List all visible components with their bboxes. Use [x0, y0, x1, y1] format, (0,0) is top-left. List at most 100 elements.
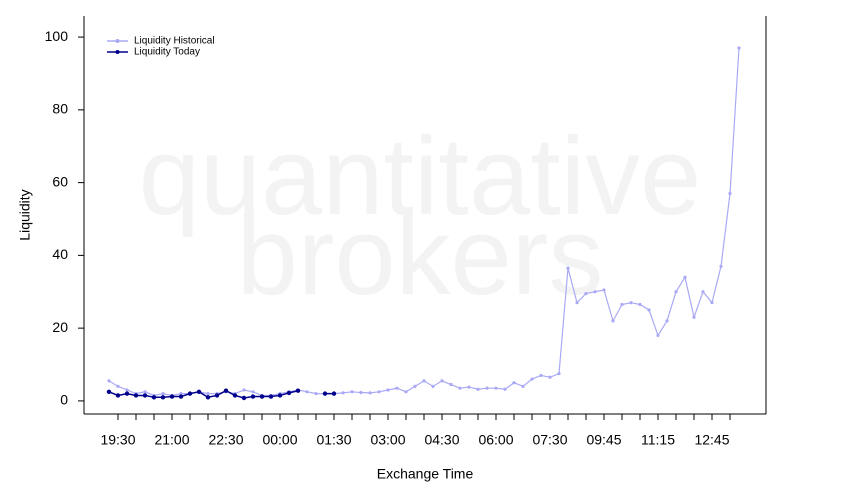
- x-tick-label: 07:30: [532, 432, 567, 448]
- point: [377, 390, 381, 394]
- x-tick-label: 21:00: [154, 432, 189, 448]
- point: [124, 391, 130, 396]
- point: [647, 308, 651, 312]
- point: [440, 379, 444, 383]
- point: [539, 373, 543, 378]
- point: [683, 275, 687, 279]
- point: [584, 291, 588, 296]
- point: [187, 391, 193, 396]
- point: [575, 301, 579, 305]
- point: [359, 390, 363, 395]
- point: [566, 266, 570, 270]
- legend-label: Liquidity Today: [134, 47, 200, 58]
- point: [341, 391, 345, 395]
- point: [196, 389, 202, 395]
- y-tick-label: 60: [52, 173, 68, 189]
- point: [206, 392, 210, 396]
- point: [467, 385, 471, 389]
- legend-label: Liquidity Historical: [134, 36, 215, 47]
- point: [638, 302, 642, 307]
- y-axis-label: Liquidity: [17, 189, 33, 240]
- y-tick-label: 40: [52, 246, 68, 262]
- point: [116, 384, 120, 388]
- point: [232, 393, 238, 398]
- x-tick-label: 09:45: [586, 432, 621, 448]
- point: [295, 388, 301, 393]
- point: [242, 388, 246, 392]
- point: [277, 393, 283, 398]
- point: [107, 379, 111, 383]
- x-tick-label: 12:45: [694, 432, 729, 448]
- point: [161, 392, 165, 396]
- point: [719, 264, 723, 268]
- x-tick-label: 22:30: [208, 432, 243, 448]
- point: [331, 391, 337, 396]
- x-tick-label: 04:30: [424, 432, 459, 448]
- point: [286, 390, 292, 396]
- x-tick-label: 00:00: [262, 432, 297, 448]
- point: [620, 302, 624, 307]
- point: [250, 394, 256, 399]
- point: [710, 301, 714, 305]
- point: [530, 377, 534, 381]
- point: [143, 390, 147, 394]
- x-axis-label: Exchange Time: [377, 466, 474, 482]
- point: [494, 386, 498, 390]
- watermark: quantitative: [139, 115, 702, 238]
- point: [251, 390, 255, 394]
- point: [241, 395, 247, 401]
- point: [178, 394, 184, 399]
- point: [458, 386, 462, 390]
- point: [665, 319, 669, 323]
- point: [368, 391, 372, 395]
- point: [611, 319, 615, 323]
- point: [322, 391, 328, 396]
- x-tick-label: 19:30: [100, 432, 135, 448]
- y-tick-label: 0: [60, 392, 68, 408]
- point: [431, 384, 435, 388]
- point: [214, 393, 220, 398]
- point: [305, 390, 309, 394]
- point: [179, 392, 183, 396]
- point: [728, 191, 732, 196]
- point: [674, 290, 678, 294]
- point: [548, 375, 552, 379]
- y-tick-label: 20: [52, 319, 68, 335]
- x-tick-label: 06:00: [478, 432, 513, 448]
- point: [521, 384, 525, 388]
- point: [404, 390, 408, 394]
- point: [422, 379, 426, 383]
- x-tick-label: 03:00: [370, 432, 405, 448]
- point: [268, 394, 274, 399]
- legend-marker: [115, 39, 120, 43]
- point: [503, 387, 507, 391]
- point: [115, 393, 121, 398]
- point: [386, 388, 390, 392]
- point: [350, 390, 354, 394]
- point: [557, 372, 561, 376]
- point: [476, 387, 480, 391]
- watermark: brokers: [237, 195, 604, 318]
- point: [692, 315, 696, 319]
- point: [259, 394, 265, 399]
- point: [512, 381, 516, 385]
- point: [449, 382, 453, 387]
- point: [205, 395, 211, 400]
- point: [125, 388, 129, 392]
- point: [151, 395, 157, 400]
- point: [629, 301, 633, 305]
- legend-marker: [115, 50, 120, 54]
- point: [314, 392, 318, 396]
- x-tick-label: 01:30: [316, 432, 351, 448]
- point: [602, 288, 606, 292]
- point: [701, 290, 705, 294]
- point: [413, 384, 417, 388]
- point: [133, 393, 139, 398]
- x-tick-label: 11:15: [641, 432, 675, 448]
- point: [160, 395, 166, 400]
- point: [223, 388, 229, 393]
- y-tick-label: 80: [52, 101, 68, 117]
- point: [593, 290, 597, 294]
- point: [142, 393, 148, 398]
